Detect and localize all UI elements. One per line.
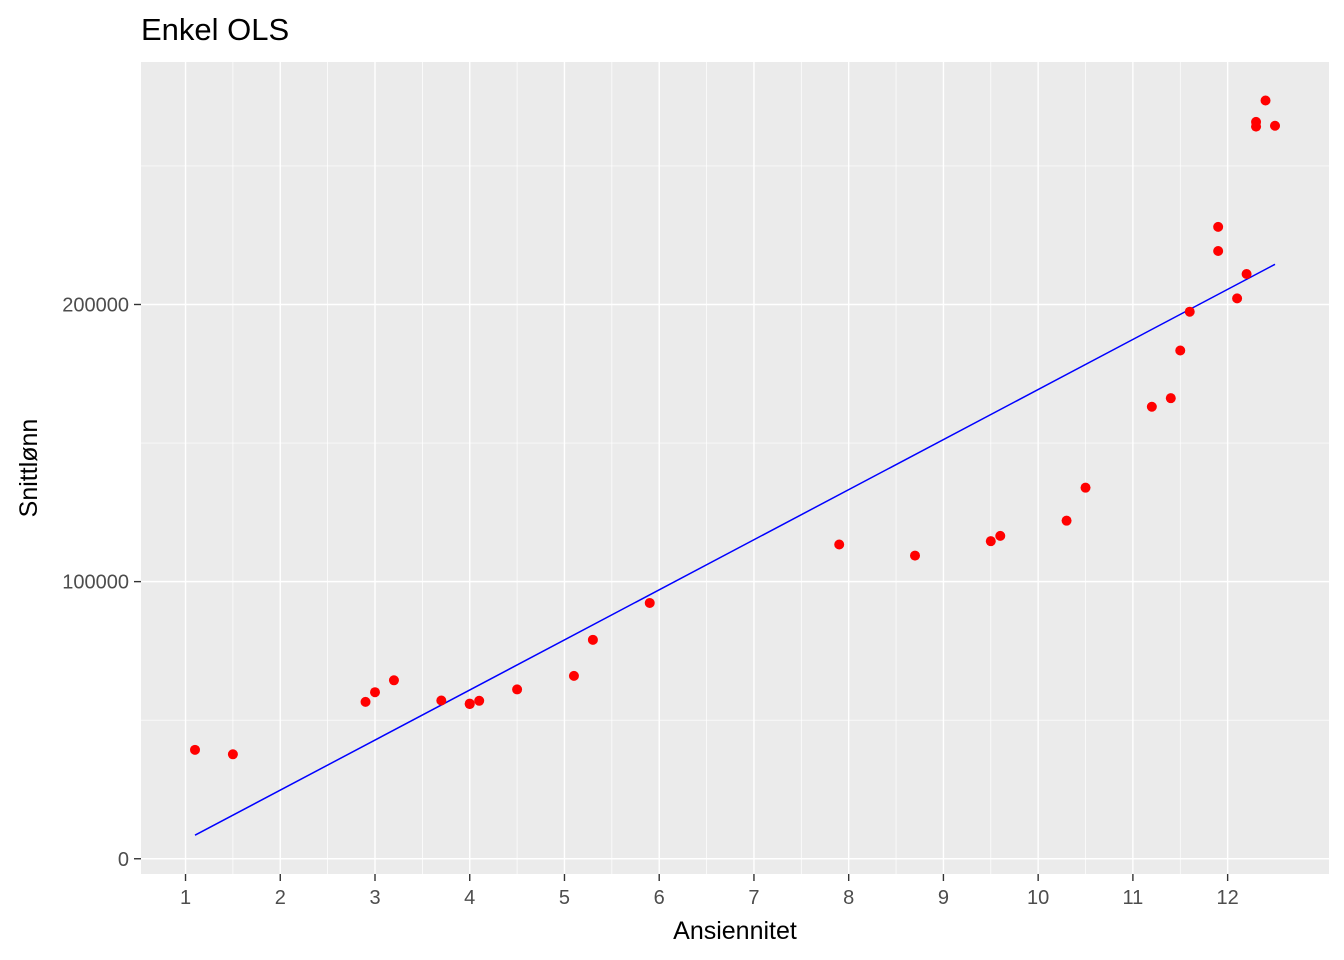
plot-panel bbox=[141, 62, 1329, 874]
data-point bbox=[985, 536, 996, 547]
x-tick-label: 1 bbox=[180, 887, 191, 909]
chart-title: Enkel OLS bbox=[141, 12, 289, 47]
data-point bbox=[1251, 116, 1262, 127]
data-point bbox=[1270, 120, 1280, 131]
data-point bbox=[1146, 401, 1157, 412]
x-tick-label: 3 bbox=[369, 887, 380, 909]
data-points-layer bbox=[190, 95, 1280, 760]
y-axis-title: Snittlønn bbox=[15, 419, 43, 518]
data-point bbox=[190, 744, 200, 755]
y-tick-label: 0 bbox=[118, 849, 129, 871]
x-axis-ticks: 1 2 3 4 5 6 7 8 9 10 11 12 bbox=[180, 874, 1239, 909]
y-tick-label: 100000 bbox=[62, 572, 129, 594]
major-gridlines bbox=[141, 62, 1329, 874]
x-tick-label: 9 bbox=[938, 887, 949, 909]
data-point bbox=[360, 696, 371, 707]
data-point bbox=[644, 597, 655, 608]
data-point bbox=[1175, 345, 1186, 356]
data-point bbox=[1232, 293, 1243, 304]
x-tick-label: 11 bbox=[1123, 887, 1144, 909]
data-point bbox=[370, 687, 380, 698]
data-point bbox=[474, 695, 485, 706]
data-point bbox=[1165, 393, 1176, 404]
x-tick-label: 5 bbox=[559, 887, 570, 909]
data-point bbox=[1260, 95, 1271, 106]
data-point bbox=[1184, 306, 1195, 317]
data-point bbox=[512, 684, 523, 695]
data-point bbox=[1080, 482, 1091, 493]
x-axis-title: Ansiennitet bbox=[673, 917, 797, 945]
x-tick-label: 10 bbox=[1027, 887, 1049, 909]
data-point bbox=[1241, 269, 1252, 280]
x-tick-label: 6 bbox=[654, 887, 665, 909]
data-point bbox=[587, 634, 598, 645]
x-tick-label: 4 bbox=[464, 887, 475, 909]
data-point bbox=[995, 530, 1006, 541]
data-point bbox=[568, 670, 579, 681]
data-point bbox=[1213, 221, 1224, 232]
data-point bbox=[436, 695, 447, 706]
data-point bbox=[1061, 515, 1072, 526]
y-axis-ticks: 0 100000 200000 bbox=[62, 294, 141, 871]
x-tick-label: 12 bbox=[1217, 887, 1239, 909]
data-point bbox=[388, 675, 399, 686]
y-tick-label: 200000 bbox=[62, 294, 129, 316]
data-point bbox=[464, 699, 475, 710]
data-point bbox=[1213, 246, 1224, 257]
regression-line-layer bbox=[194, 263, 1276, 836]
x-tick-label: 2 bbox=[275, 887, 286, 909]
regression-line bbox=[194, 263, 1276, 836]
data-point bbox=[834, 539, 845, 550]
x-tick-label: 7 bbox=[748, 887, 759, 909]
data-point bbox=[227, 749, 238, 760]
minor-gridlines bbox=[141, 62, 1329, 874]
data-point bbox=[910, 550, 920, 561]
x-tick-label: 8 bbox=[843, 887, 854, 909]
